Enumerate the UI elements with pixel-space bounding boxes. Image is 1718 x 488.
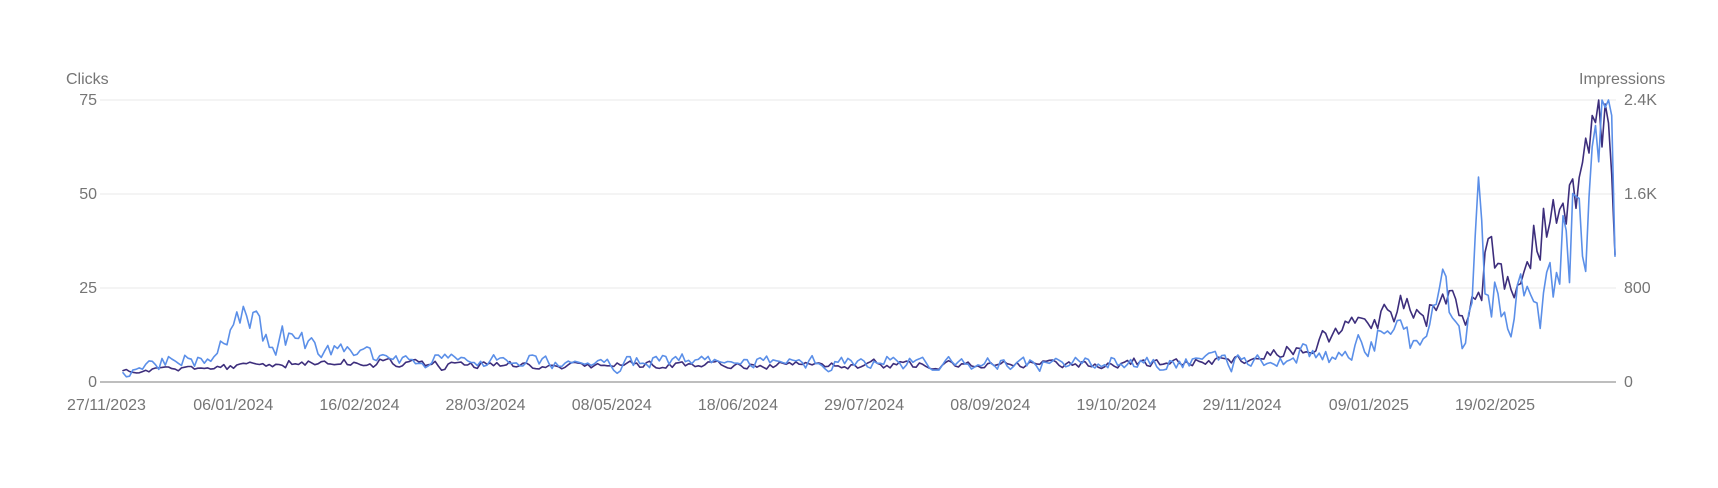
svg-text:Clicks: Clicks: [66, 71, 109, 88]
svg-text:19/02/2025: 19/02/2025: [1455, 397, 1535, 414]
svg-text:08/09/2024: 08/09/2024: [950, 397, 1030, 414]
svg-text:06/01/2024: 06/01/2024: [193, 397, 273, 414]
svg-text:Impressions: Impressions: [1579, 71, 1665, 88]
svg-text:18/06/2024: 18/06/2024: [698, 397, 778, 414]
svg-text:1.6K: 1.6K: [1624, 186, 1657, 203]
svg-text:28/03/2024: 28/03/2024: [446, 397, 526, 414]
svg-text:29/11/2024: 29/11/2024: [1203, 397, 1282, 414]
svg-text:09/01/2025: 09/01/2025: [1329, 397, 1409, 414]
svg-text:0: 0: [88, 374, 97, 391]
svg-text:08/05/2024: 08/05/2024: [572, 397, 652, 414]
svg-text:16/02/2024: 16/02/2024: [319, 397, 399, 414]
svg-text:800: 800: [1624, 280, 1651, 297]
svg-text:2.4K: 2.4K: [1624, 92, 1657, 109]
svg-text:0: 0: [1624, 374, 1633, 391]
svg-text:25: 25: [79, 280, 97, 297]
svg-text:27/11/2023: 27/11/2023: [67, 397, 146, 414]
svg-text:19/10/2024: 19/10/2024: [1077, 397, 1157, 414]
svg-text:75: 75: [79, 92, 97, 109]
svg-text:50: 50: [79, 186, 97, 203]
svg-text:29/07/2024: 29/07/2024: [824, 397, 904, 414]
